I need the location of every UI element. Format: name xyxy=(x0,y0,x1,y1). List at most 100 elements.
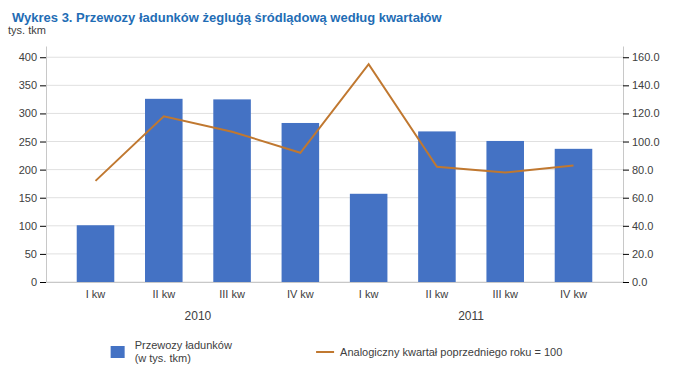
axis-line xyxy=(47,282,624,283)
tick-mark xyxy=(623,226,629,227)
marks xyxy=(77,64,593,282)
grid-line xyxy=(46,282,623,283)
tick-mark xyxy=(40,282,46,283)
bar xyxy=(282,123,320,282)
legend-item: Przewozy ładunków(w tys. tkm) xyxy=(111,339,232,364)
grid-line xyxy=(46,141,623,142)
axis-line xyxy=(623,47,624,283)
tick-mark xyxy=(40,57,46,58)
tick-mark xyxy=(623,254,629,255)
x-axis: I kw II kw III kw IV kw I kw II kw III kw IV kw xyxy=(47,283,624,300)
tick-mark xyxy=(623,282,629,283)
annotation: 2010 xyxy=(185,309,212,323)
grid-line xyxy=(46,85,623,86)
tick: 0 xyxy=(31,276,46,288)
tick-mark xyxy=(623,170,629,171)
tick: 150 xyxy=(19,192,46,204)
tick-label: 160.0 xyxy=(632,51,660,63)
legend-label: Analogiczny kwartał poprzedniego roku = … xyxy=(340,346,562,358)
y-axis-label: tys. tkm xyxy=(8,24,46,36)
tick-label: 100 xyxy=(19,220,37,232)
tick-label: 60.0 xyxy=(632,192,653,204)
tick: I kw xyxy=(86,288,106,300)
tick: 300 xyxy=(19,107,46,119)
grid xyxy=(46,57,623,282)
tick-label: I kw xyxy=(86,288,106,300)
legend: Przewozy ładunków(w tys. tkm) Analogiczny… xyxy=(111,339,563,364)
tick: III kw xyxy=(219,288,245,300)
tick: 250 xyxy=(19,136,46,148)
tick-mark xyxy=(40,198,46,199)
tick-mark xyxy=(40,170,46,171)
tick: III kw xyxy=(492,288,518,300)
tick: 200 xyxy=(19,164,46,176)
bar xyxy=(555,149,593,282)
tick: II kw xyxy=(426,288,449,300)
tick-label: II kw xyxy=(152,288,175,300)
tick-mark xyxy=(623,142,629,143)
legend-label: Przewozy ładunków(w tys. tkm) xyxy=(135,339,232,364)
tick-label: 350 xyxy=(19,79,37,91)
tick: II kw xyxy=(152,288,175,300)
bar xyxy=(418,131,456,282)
bar xyxy=(486,141,524,282)
tick-mark xyxy=(40,142,46,143)
tick-label: III kw xyxy=(219,288,245,300)
tick-label: 300 xyxy=(19,107,37,119)
tick-mark xyxy=(623,57,629,58)
tick-mark xyxy=(40,113,46,114)
tick-mark xyxy=(40,226,46,227)
tick-label: 200 xyxy=(19,164,37,176)
tick-mark xyxy=(623,85,629,86)
tick-label: 120.0 xyxy=(632,107,660,119)
tick: 50 xyxy=(25,248,46,260)
tick-label: II kw xyxy=(426,288,449,300)
tick-mark xyxy=(623,198,629,199)
bar xyxy=(350,194,388,282)
grid-line xyxy=(46,197,623,198)
tick-label: 80.0 xyxy=(632,164,653,176)
annotation: 2011 xyxy=(458,309,484,323)
legend-item: Analogiczny kwartał poprzedniego roku = … xyxy=(316,346,562,358)
tick: 100 xyxy=(19,220,46,232)
tick-label: 150 xyxy=(19,192,37,204)
legend-swatch xyxy=(316,351,334,353)
bar xyxy=(77,225,115,282)
tick-mark xyxy=(40,85,46,86)
grid-line xyxy=(46,57,623,58)
tick: IV kw xyxy=(560,288,587,300)
tick-label: IV kw xyxy=(287,288,314,300)
y-axis: 0 50 100 150 200 250 300 350 400 xyxy=(19,47,47,289)
tick: 60.0 xyxy=(623,192,653,204)
tick-label: 50 xyxy=(25,248,37,260)
tick: 100.0 xyxy=(623,136,660,148)
tick: I kw xyxy=(359,288,379,300)
tick: 40.0 xyxy=(623,220,653,232)
tick: 80.0 xyxy=(623,164,653,176)
chart-title: Wykres 3. Przewozy ładunków żegluġą śród… xyxy=(12,10,442,25)
tick-label: 250 xyxy=(19,136,37,148)
tick: IV kw xyxy=(287,288,314,300)
tick: 350 xyxy=(19,79,46,91)
tick-label: 400 xyxy=(19,51,37,63)
grid-line xyxy=(46,113,623,114)
tick-label: 140.0 xyxy=(632,79,660,91)
tick-label: 0.0 xyxy=(632,276,647,288)
tick: 400 xyxy=(19,51,46,63)
tick-label: IV kw xyxy=(560,288,587,300)
plot-area: I kw II kw III kw IV kw I kw II kw III kw IV kw… xyxy=(8,24,660,323)
legend-swatch xyxy=(111,346,125,358)
tick-label: 20.0 xyxy=(632,248,653,260)
tick: 160.0 xyxy=(623,51,660,63)
tick: 120.0 xyxy=(623,107,660,119)
grid-line xyxy=(46,253,623,254)
tick-mark xyxy=(40,254,46,255)
tick-label: I kw xyxy=(359,288,379,300)
tick: 0.0 xyxy=(623,276,647,288)
tick: 140.0 xyxy=(623,79,660,91)
axis-line xyxy=(46,47,47,283)
tick-label: 100.0 xyxy=(632,136,660,148)
grid-line xyxy=(46,225,623,226)
chart-container: Wykres 3. Przewozy ładunków żegluġą śród… xyxy=(0,0,673,378)
tick-label: 0 xyxy=(31,276,37,288)
